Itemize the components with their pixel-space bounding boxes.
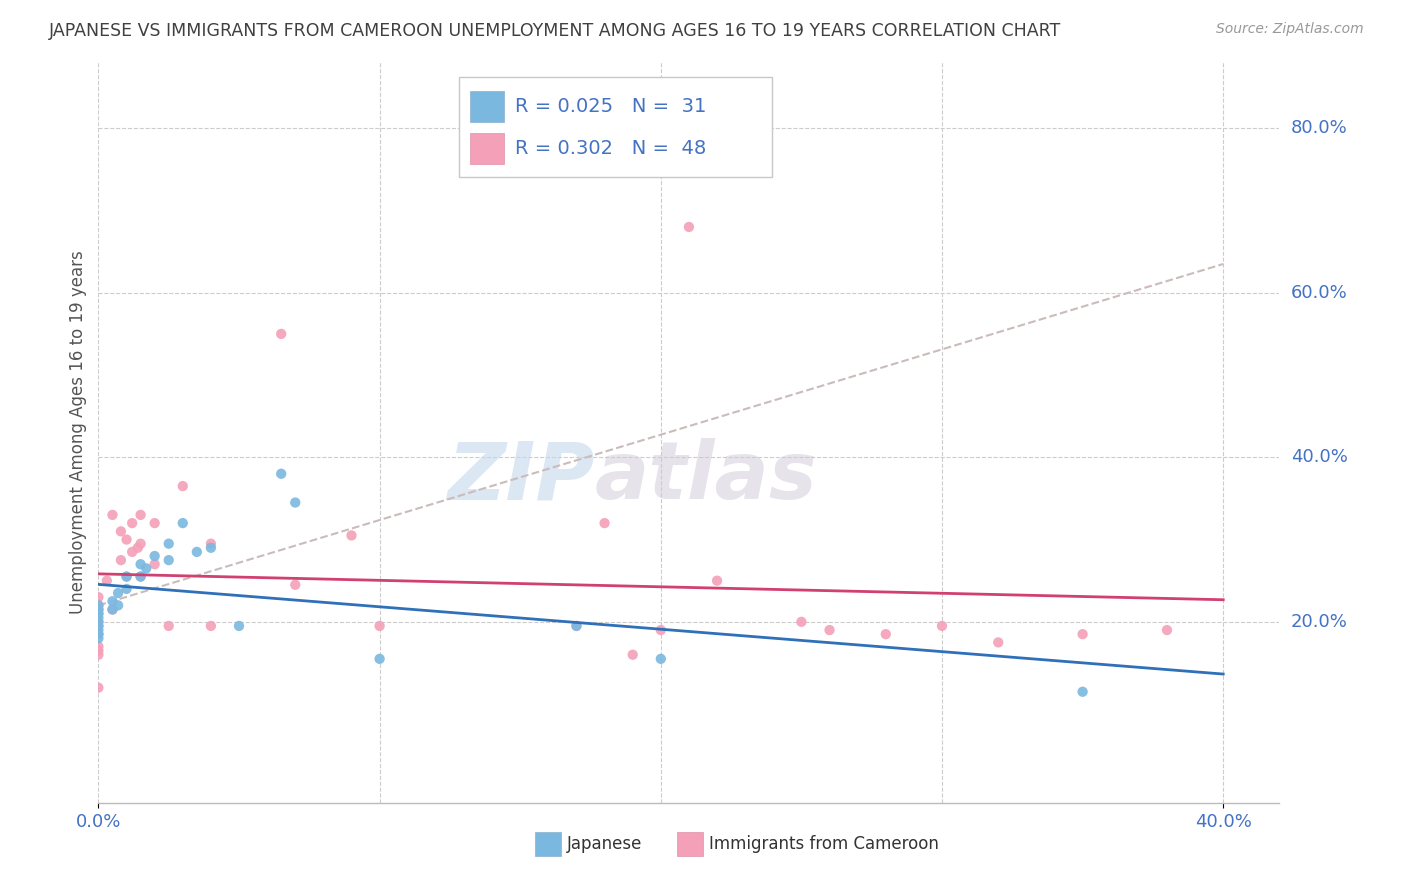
Point bbox=[87, 602, 110, 616]
FancyBboxPatch shape bbox=[458, 78, 772, 178]
Text: R = 0.025   N =  31: R = 0.025 N = 31 bbox=[516, 96, 707, 116]
Point bbox=[110, 524, 132, 539]
Point bbox=[565, 619, 588, 633]
Point bbox=[368, 619, 391, 633]
Point bbox=[87, 627, 110, 641]
Point bbox=[157, 619, 180, 633]
Text: Source: ZipAtlas.com: Source: ZipAtlas.com bbox=[1216, 22, 1364, 37]
Point bbox=[87, 599, 110, 613]
Point bbox=[127, 541, 149, 555]
Point bbox=[129, 558, 152, 572]
Text: 60.0%: 60.0% bbox=[1291, 284, 1347, 301]
Point bbox=[107, 586, 129, 600]
Point bbox=[87, 619, 110, 633]
Point bbox=[143, 558, 166, 572]
Point bbox=[87, 632, 110, 646]
Point bbox=[87, 627, 110, 641]
Point bbox=[931, 619, 953, 633]
Point bbox=[565, 619, 588, 633]
Point bbox=[143, 516, 166, 530]
Point bbox=[110, 553, 132, 567]
Point bbox=[115, 533, 138, 547]
Point bbox=[101, 602, 124, 616]
Point bbox=[87, 615, 110, 629]
Point bbox=[678, 219, 700, 234]
Point bbox=[87, 643, 110, 657]
FancyBboxPatch shape bbox=[471, 91, 503, 121]
Point bbox=[1156, 623, 1178, 637]
Text: atlas: atlas bbox=[595, 438, 817, 516]
Point bbox=[129, 536, 152, 550]
Point bbox=[87, 623, 110, 637]
Point bbox=[87, 590, 110, 604]
Point bbox=[200, 541, 222, 555]
Point bbox=[368, 652, 391, 666]
Point bbox=[87, 648, 110, 662]
Point bbox=[621, 648, 644, 662]
Point bbox=[593, 516, 616, 530]
Point bbox=[87, 599, 110, 613]
Point bbox=[818, 623, 841, 637]
Point bbox=[87, 611, 110, 625]
Point bbox=[228, 619, 250, 633]
Point bbox=[270, 467, 292, 481]
Text: 20.0%: 20.0% bbox=[1291, 613, 1347, 631]
Point bbox=[121, 545, 143, 559]
Y-axis label: Unemployment Among Ages 16 to 19 years: Unemployment Among Ages 16 to 19 years bbox=[69, 251, 87, 615]
Text: JAPANESE VS IMMIGRANTS FROM CAMEROON UNEMPLOYMENT AMONG AGES 16 TO 19 YEARS CORR: JAPANESE VS IMMIGRANTS FROM CAMEROON UNE… bbox=[49, 22, 1062, 40]
Point bbox=[101, 508, 124, 522]
Point bbox=[284, 495, 307, 509]
FancyBboxPatch shape bbox=[536, 831, 561, 856]
Point bbox=[96, 574, 118, 588]
Point bbox=[143, 549, 166, 563]
Text: Japanese: Japanese bbox=[567, 835, 643, 854]
Point bbox=[284, 578, 307, 592]
Point bbox=[101, 602, 124, 616]
Text: R = 0.302   N =  48: R = 0.302 N = 48 bbox=[516, 139, 707, 158]
Point bbox=[107, 599, 129, 613]
Point bbox=[115, 569, 138, 583]
Point bbox=[115, 582, 138, 596]
Point bbox=[157, 553, 180, 567]
Text: 40.0%: 40.0% bbox=[1291, 449, 1347, 467]
Text: Immigrants from Cameroon: Immigrants from Cameroon bbox=[709, 835, 939, 854]
Point bbox=[157, 536, 180, 550]
Point bbox=[650, 652, 672, 666]
Point bbox=[172, 479, 194, 493]
Point bbox=[135, 561, 157, 575]
Point bbox=[270, 326, 292, 341]
Point bbox=[706, 574, 728, 588]
Point bbox=[87, 615, 110, 629]
Point bbox=[121, 516, 143, 530]
Point bbox=[1071, 685, 1094, 699]
Text: 80.0%: 80.0% bbox=[1291, 120, 1347, 137]
Point bbox=[101, 594, 124, 608]
Point bbox=[129, 508, 152, 522]
Point bbox=[129, 569, 152, 583]
Point bbox=[87, 607, 110, 621]
Point bbox=[172, 516, 194, 530]
Point bbox=[87, 640, 110, 654]
Point bbox=[186, 545, 208, 559]
FancyBboxPatch shape bbox=[471, 133, 503, 164]
Point bbox=[875, 627, 897, 641]
Point bbox=[87, 619, 110, 633]
FancyBboxPatch shape bbox=[678, 831, 703, 856]
Point bbox=[87, 602, 110, 616]
Point bbox=[200, 619, 222, 633]
Text: ZIP: ZIP bbox=[447, 438, 595, 516]
Point bbox=[1071, 627, 1094, 641]
Point bbox=[115, 569, 138, 583]
Point bbox=[340, 528, 363, 542]
Point bbox=[129, 569, 152, 583]
Point bbox=[650, 623, 672, 637]
Point bbox=[200, 536, 222, 550]
Point bbox=[87, 607, 110, 621]
Point bbox=[790, 615, 813, 629]
Point bbox=[87, 681, 110, 695]
Point bbox=[987, 635, 1010, 649]
